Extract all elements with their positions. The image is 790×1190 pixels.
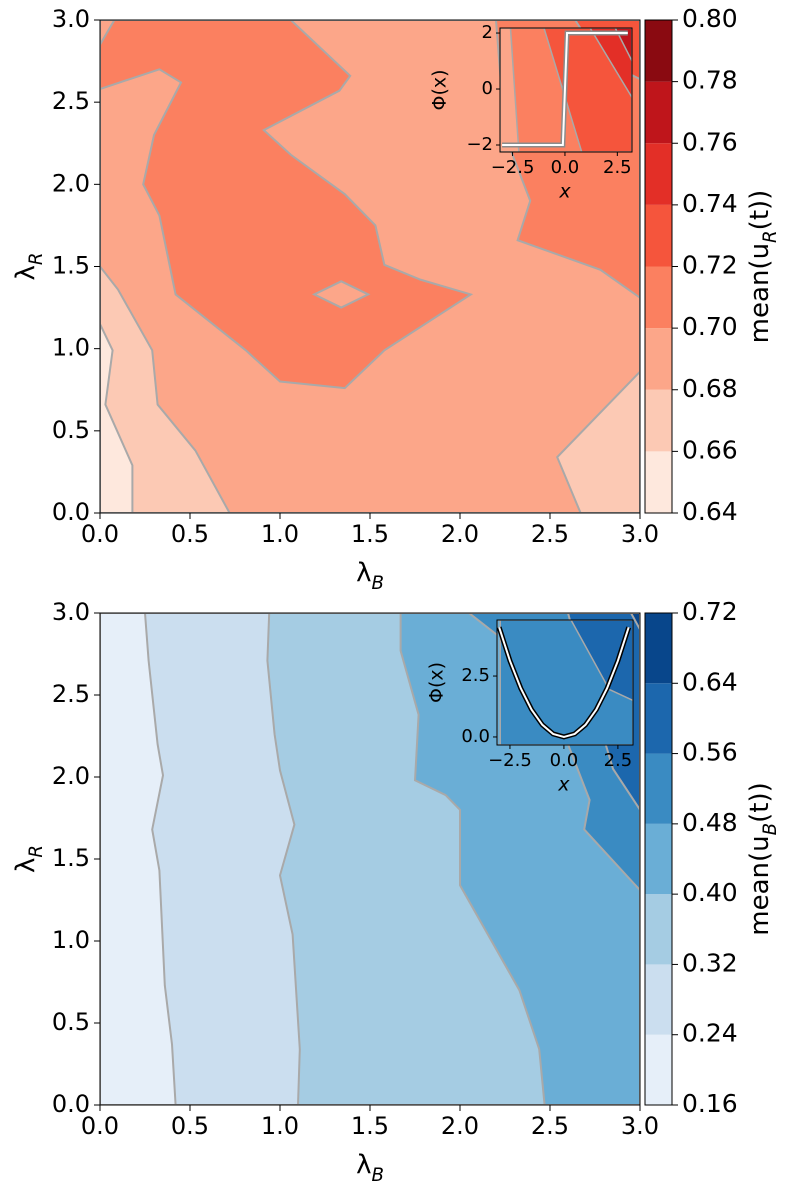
inset-x-label: x bbox=[558, 181, 571, 203]
inset-region bbox=[570, 620, 633, 702]
colorbar-tick-label: 0.56 bbox=[682, 738, 738, 767]
x-tick-label: 0.5 bbox=[171, 1112, 209, 1140]
x-tick-label: 0.0 bbox=[81, 520, 119, 548]
colorbar-tick-label: 0.80 bbox=[682, 4, 738, 33]
x-tick-label: 1.0 bbox=[261, 520, 299, 548]
colorbar-tick-label: 0.78 bbox=[682, 66, 738, 95]
y-tick-label: 1.5 bbox=[52, 252, 90, 280]
colorbar-tick-label: 0.70 bbox=[682, 312, 738, 341]
y-tick-label: 3.0 bbox=[52, 598, 90, 626]
colorbar-band bbox=[645, 894, 672, 965]
x-tick-label: 3.0 bbox=[621, 1112, 659, 1140]
colorbar-band bbox=[645, 20, 672, 82]
x-tick-label: 1.5 bbox=[351, 1112, 389, 1140]
x-tick-label: 2.0 bbox=[441, 1112, 479, 1140]
colorbar-band bbox=[645, 823, 672, 895]
x-tick-label: 0.0 bbox=[81, 1112, 119, 1140]
x-axis-label: λB bbox=[356, 558, 384, 594]
colorbar-tick-label: 0.64 bbox=[682, 667, 738, 696]
x-tick-label: 1.5 bbox=[351, 520, 389, 548]
colorbar-tick-label: 0.16 bbox=[682, 1089, 738, 1118]
colorbar-tick-label: 0.76 bbox=[682, 127, 738, 156]
colorbar-band bbox=[645, 613, 672, 684]
inset-plot bbox=[497, 620, 633, 745]
inset-y-tick-label: −2 bbox=[466, 134, 493, 155]
inset-x-label: x bbox=[557, 774, 570, 796]
contour-region bbox=[311, 280, 371, 309]
y-tick-label: 0.5 bbox=[52, 416, 90, 444]
y-tick-label: 1.0 bbox=[52, 334, 90, 362]
colorbar-band bbox=[645, 753, 672, 824]
x-tick-label: 0.5 bbox=[171, 520, 209, 548]
colorbar-band bbox=[645, 451, 672, 513]
inset-curve bbox=[502, 32, 628, 147]
inset-x-tick-label: 2.5 bbox=[603, 157, 632, 178]
colorbar-frame bbox=[644, 612, 673, 1106]
inset-y-label: Φ(x) bbox=[426, 662, 448, 703]
inset-y-tick-label: 2.5 bbox=[461, 665, 490, 686]
colorbar-band bbox=[645, 204, 672, 267]
inset-region bbox=[614, 28, 632, 62]
colorbar-tick-label: 0.64 bbox=[682, 497, 738, 526]
y-tick-label: 2.0 bbox=[52, 169, 90, 197]
colorbar-tick-label: 0.32 bbox=[682, 948, 738, 977]
x-tick-label: 2.5 bbox=[531, 520, 569, 548]
x-tick-label: 1.0 bbox=[261, 1112, 299, 1140]
y-axis-label: λR bbox=[11, 252, 47, 280]
colorbar-band bbox=[645, 266, 672, 329]
inset-plot bbox=[500, 28, 632, 152]
colorbar-tick-label: 0.72 bbox=[682, 597, 738, 626]
inset-frame bbox=[499, 27, 633, 153]
colorbar-band bbox=[645, 964, 672, 1035]
x-tick-label: 3.0 bbox=[621, 520, 659, 548]
inset-region bbox=[589, 28, 632, 99]
colorbar-tick-label: 0.24 bbox=[682, 1019, 738, 1048]
colorbar-tick-label: 0.66 bbox=[682, 435, 738, 464]
contour-region bbox=[100, 20, 474, 390]
inset-y-label: Φ(x) bbox=[429, 69, 451, 110]
inset-y-tick-label: 0.0 bbox=[461, 726, 490, 747]
colorbar-band bbox=[645, 1034, 672, 1105]
y-tick-label: 2.5 bbox=[52, 680, 90, 708]
contour-region bbox=[629, 613, 640, 630]
inset-x-tick-label: −2.5 bbox=[491, 157, 535, 178]
inset-x-tick-label: −2.5 bbox=[488, 750, 532, 771]
colorbar-band bbox=[645, 81, 672, 144]
inset-frame bbox=[496, 619, 634, 746]
x-axis-label: λB bbox=[356, 1150, 384, 1186]
inset-x-tick-label: 0.0 bbox=[551, 157, 580, 178]
y-tick-label: 2.5 bbox=[52, 87, 90, 115]
y-tick-label: 0.0 bbox=[52, 498, 90, 526]
y-tick-label: 1.5 bbox=[52, 844, 90, 872]
colorbar-tick-label: 0.40 bbox=[682, 878, 738, 907]
x-tick-label: 2.5 bbox=[531, 1112, 569, 1140]
colorbar-label: mean(uB(t)) bbox=[745, 782, 781, 935]
inset-x-tick-label: 2.5 bbox=[604, 750, 633, 771]
y-tick-label: 3.0 bbox=[52, 5, 90, 33]
y-tick-label: 2.0 bbox=[52, 762, 90, 790]
colorbar-band bbox=[645, 683, 672, 754]
colorbar-label: mean(uR(t)) bbox=[745, 190, 781, 344]
y-tick-label: 0.0 bbox=[52, 1090, 90, 1118]
inset-y-tick-label: 2 bbox=[482, 22, 493, 43]
colorbar-band bbox=[645, 389, 672, 452]
colorbar-tick-label: 0.72 bbox=[682, 251, 738, 280]
colorbar-tick-label: 0.74 bbox=[682, 189, 738, 218]
y-tick-label: 0.5 bbox=[52, 1008, 90, 1036]
inset-x-tick-label: 0.0 bbox=[550, 750, 579, 771]
colorbar-band bbox=[645, 328, 672, 390]
inset-y-tick-label: 0 bbox=[482, 78, 493, 99]
y-tick-label: 1.0 bbox=[52, 926, 90, 954]
y-axis-label: λR bbox=[11, 845, 47, 873]
x-tick-label: 2.0 bbox=[441, 520, 479, 548]
colorbar-tick-label: 0.48 bbox=[682, 808, 738, 837]
inset-curve bbox=[498, 627, 630, 738]
colorbar-tick-label: 0.68 bbox=[682, 374, 738, 403]
colorbar-band bbox=[645, 143, 672, 205]
